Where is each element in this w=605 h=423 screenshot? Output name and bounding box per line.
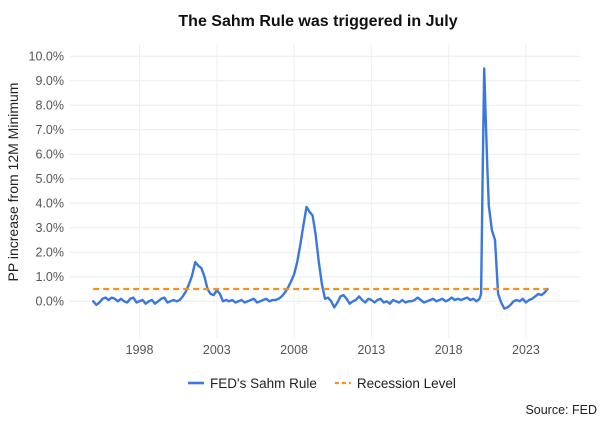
legend: FED's Sahm Rule Recession Level	[188, 376, 456, 391]
x-tick-label: 2018	[435, 343, 463, 357]
y-tick-label: 6.0%	[36, 147, 65, 161]
x-tick-label: 2013	[357, 343, 385, 357]
y-tick-label: 3.0%	[36, 221, 65, 235]
series-layer	[91, 67, 549, 310]
y-tick-label: 10.0%	[29, 49, 64, 63]
source-note: Source: FED	[525, 403, 597, 417]
y-tick-label: 2.0%	[36, 245, 65, 259]
y-tick-label: 7.0%	[36, 123, 65, 137]
y-tick-label: 8.0%	[36, 98, 65, 112]
legend-label: Recession Level	[357, 376, 456, 391]
chart-title: The Sahm Rule was triggered in July	[178, 13, 457, 30]
x-tick-label: 1998	[126, 343, 154, 357]
y-tick-label: 4.0%	[36, 196, 65, 210]
x-tick-label: 2008	[280, 343, 308, 357]
y-axis-label: PP increase from 12M Minimum	[5, 83, 21, 282]
x-tick-label: 2003	[203, 343, 231, 357]
sahm-rule-line	[91, 67, 549, 310]
y-tick-label: 0.0%	[36, 294, 65, 308]
y-tick-labels: 0.0% 1.0% 2.0% 3.0% 4.0% 5.0% 6.0% 7.0% 8.0% 9.0%…	[29, 49, 64, 308]
x-tick-label: 2023	[512, 343, 540, 357]
y-tick-label: 5.0%	[36, 172, 65, 186]
y-tick-label: 9.0%	[36, 74, 65, 88]
x-tick-labels: 1998 2003 2008 2013 2018 2023	[126, 343, 540, 357]
y-tick-label: 1.0%	[36, 270, 65, 284]
legend-label: FED's Sahm Rule	[210, 376, 317, 391]
